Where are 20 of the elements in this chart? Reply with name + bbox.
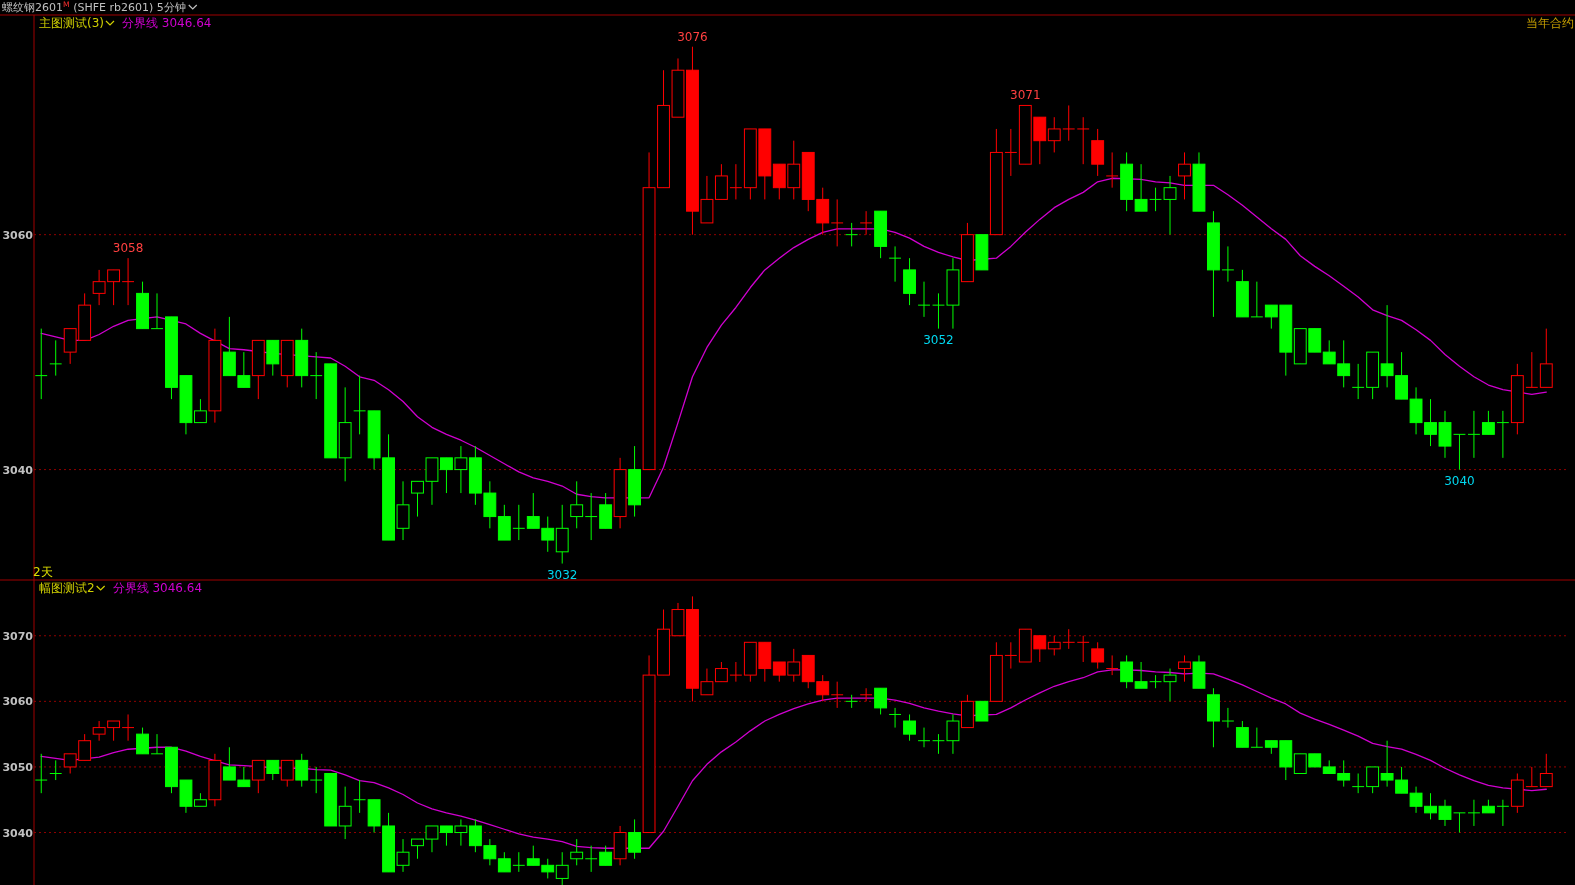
annotation: 3071 <box>1010 88 1041 103</box>
annotation: 2天 <box>33 565 53 579</box>
y-tick-label: 3070 <box>2 629 34 643</box>
annotation: 3052 <box>923 332 954 347</box>
legend-title: 幅图测试2 <box>39 581 95 595</box>
chart-title: 螺纹钢2601$^{M}$ (SHFE rb2601) 5分钟 <box>2 0 186 14</box>
text: 分界线 3046.64 <box>122 16 212 30</box>
annotation: 3040 <box>1444 473 1475 488</box>
y-tick-label: 3040 <box>2 463 34 477</box>
text: 分界线 3046.64 <box>112 581 203 595</box>
annotation: 当年合约 <box>1526 16 1574 30</box>
y-tick-label: 3060 <box>2 228 34 242</box>
legend-title: 主图测试(3) <box>39 16 104 30</box>
annotation: 3058 <box>112 241 144 256</box>
annotation: 3076 <box>677 29 708 44</box>
line-series <box>40 177 1547 499</box>
y-tick-label: 3050 <box>2 760 34 774</box>
annotation: 3032 <box>546 567 578 582</box>
y-tick-label: 3040 <box>2 826 34 840</box>
y-tick-label: 3060 <box>2 695 34 709</box>
